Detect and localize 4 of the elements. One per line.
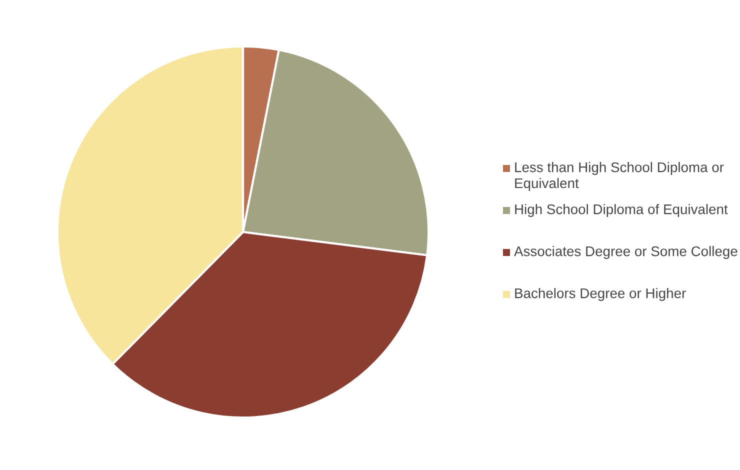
legend-label: High School Diploma of Equivalent xyxy=(515,204,728,217)
legend-label: Less than High School Diploma or Equivalent xyxy=(515,162,724,191)
legend-label: Associates Degree or Some College xyxy=(514,246,738,259)
legend-label: Bachelors Degree or Higher xyxy=(515,288,686,301)
